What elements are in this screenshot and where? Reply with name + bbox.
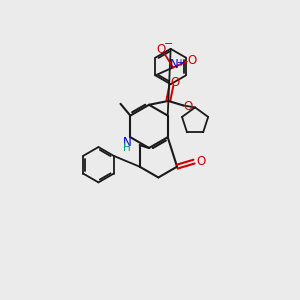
Text: +: +	[176, 58, 184, 68]
Text: N: N	[123, 136, 132, 148]
Text: O: O	[184, 100, 193, 113]
Text: O: O	[187, 54, 196, 67]
Text: H: H	[124, 143, 131, 153]
Text: O: O	[157, 43, 166, 56]
Text: O: O	[196, 155, 206, 168]
Text: −: −	[164, 39, 173, 49]
Text: O: O	[171, 76, 180, 89]
Text: N: N	[169, 58, 178, 71]
